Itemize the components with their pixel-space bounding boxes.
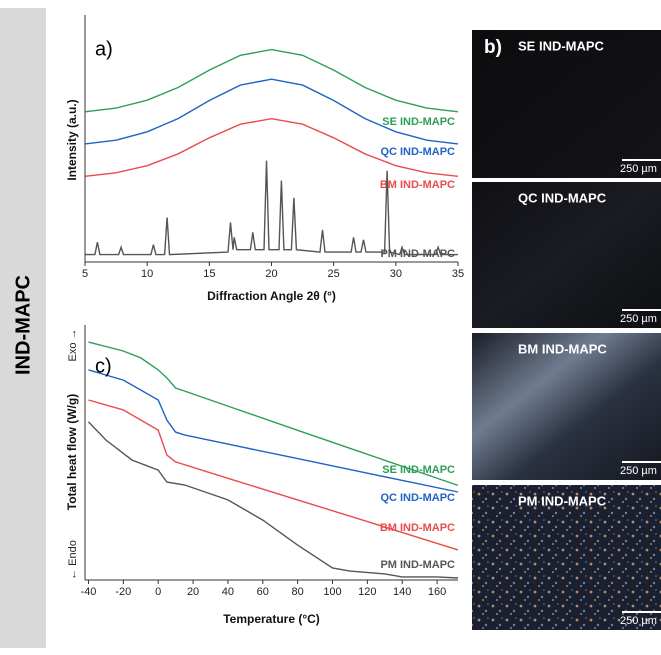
micrograph-label: SE IND-MAPC (518, 38, 605, 53)
x-tick-label: 120 (358, 586, 376, 598)
series-label: SE IND-MAPC (382, 116, 455, 128)
series-label: SE IND-MAPC (382, 464, 455, 476)
series-label: PM IND-MAPC (380, 248, 455, 260)
x-tick-label: 35 (452, 268, 464, 280)
micrograph (472, 182, 661, 328)
series-label: BM IND-MAPC (380, 522, 455, 534)
scale-label: 250 µm (620, 465, 657, 477)
scale-label: 250 µm (620, 313, 657, 325)
series-line (85, 160, 458, 256)
x-axis-label: Diffraction Angle 2θ (°) (207, 289, 336, 303)
x-tick-label: 100 (323, 586, 341, 598)
series-line (88, 369, 459, 493)
micrograph-label: BM IND-MAPC (518, 341, 607, 356)
x-tick-label: 10 (141, 268, 153, 280)
series-line (87, 421, 459, 579)
x-tick-label: 140 (393, 586, 411, 598)
x-tick-label: 5 (82, 268, 88, 280)
panel-label: b) (484, 37, 502, 58)
panel-label: c) (95, 355, 112, 377)
x-tick-label: 40 (222, 586, 234, 598)
x-tick-label: 20 (265, 268, 277, 280)
micrograph-label: PM IND-MAPC (518, 493, 607, 508)
annotation: ← Endo (67, 540, 79, 580)
series-label: PM IND-MAPC (380, 559, 455, 571)
y-axis-label: Total heat flow (W/g) (65, 394, 79, 510)
x-tick-label: 60 (257, 586, 269, 598)
micrograph (472, 485, 661, 630)
series-line (88, 341, 459, 487)
y-axis-label: Intensity (a.u.) (65, 99, 79, 180)
x-tick-label: 80 (292, 586, 304, 598)
series-line (84, 48, 459, 113)
series-label: BM IND-MAPC (380, 179, 455, 191)
x-tick-label: 20 (187, 586, 199, 598)
x-tick-label: 160 (428, 586, 446, 598)
annotation: Exo → (67, 328, 79, 361)
x-tick-label: -40 (81, 586, 97, 598)
sidebar-label: IND-MAPC (12, 275, 34, 375)
x-tick-label: 0 (155, 586, 161, 598)
scale-label: 250 µm (620, 615, 657, 627)
series-label: QC IND-MAPC (380, 492, 455, 504)
micrograph-label: QC IND-MAPC (518, 190, 607, 205)
x-tick-label: 25 (328, 268, 340, 280)
panel-label: a) (95, 38, 113, 60)
series-label: QC IND-MAPC (380, 146, 455, 158)
micrograph (472, 333, 661, 480)
x-tick-label: -20 (115, 586, 131, 598)
sidebar (0, 8, 46, 648)
x-tick-label: 30 (390, 268, 402, 280)
series-line (84, 117, 459, 177)
x-axis-label: Temperature (°C) (223, 612, 320, 626)
scale-label: 250 µm (620, 163, 657, 175)
series-line (84, 78, 459, 145)
x-tick-label: 15 (203, 268, 215, 280)
micrograph (472, 30, 661, 178)
series-line (88, 399, 459, 551)
